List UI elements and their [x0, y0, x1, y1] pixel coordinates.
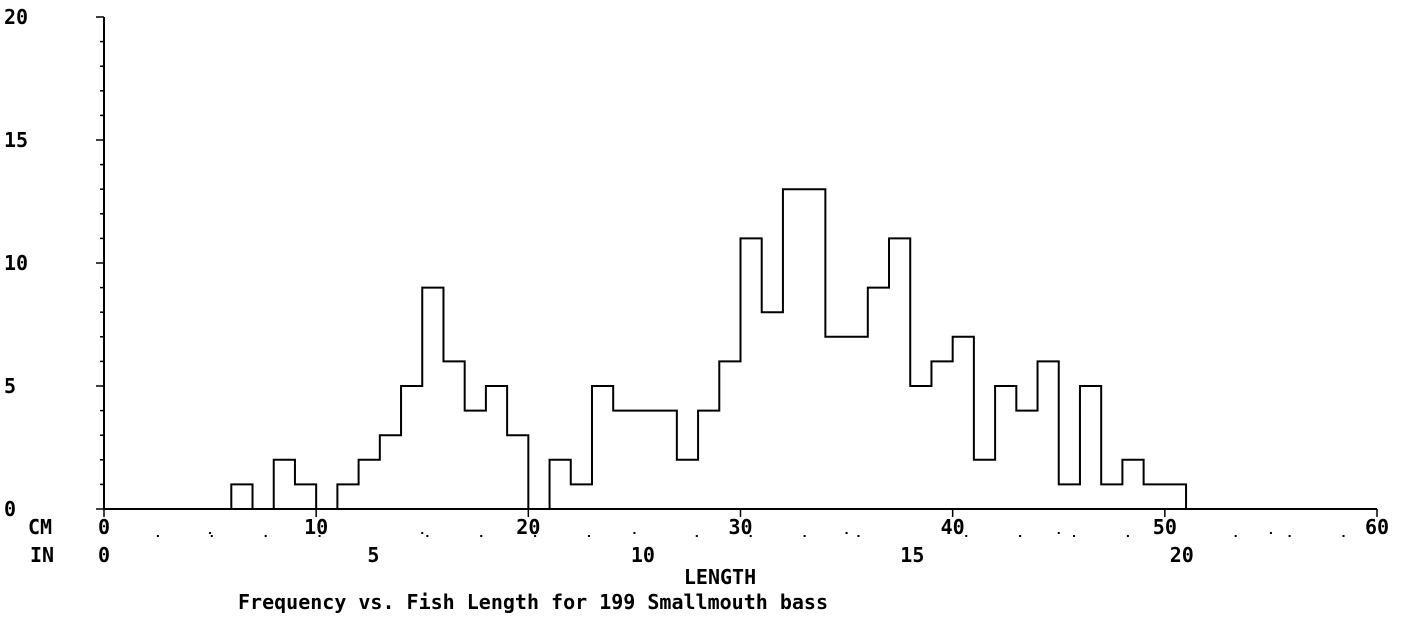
histogram-bar	[677, 460, 698, 509]
histogram-bar	[486, 386, 507, 509]
x-tick-label-in: 15	[900, 543, 924, 567]
y-tick-label: 5	[4, 374, 16, 398]
x-minor-dot-cm	[1269, 532, 1272, 534]
histogram-bar	[359, 460, 380, 509]
x-minor-dot-in	[534, 535, 537, 537]
histogram-bar	[1165, 484, 1186, 509]
x-minor-dot-in	[264, 535, 267, 537]
x-minor-dot-in	[965, 535, 968, 537]
histogram-bar	[762, 312, 783, 509]
x-minor-dot-in	[695, 535, 698, 537]
x-minor-dot-in	[1342, 535, 1345, 537]
histogram-bar	[422, 288, 443, 509]
histogram-bar	[592, 386, 613, 509]
x-tick-label-cm: 60	[1365, 515, 1389, 539]
x-tick-label-cm: 30	[728, 515, 752, 539]
histogram-bar	[1144, 484, 1165, 509]
histogram-bar	[1122, 460, 1143, 509]
histogram-bar	[337, 484, 358, 509]
x-minor-dot-in	[749, 535, 752, 537]
x-minor-dot-in	[210, 535, 213, 537]
x-minor-dot-cm	[1057, 532, 1060, 534]
y-tick-label: 20	[4, 5, 28, 29]
x-minor-dot-in	[1288, 535, 1291, 537]
histogram-outline	[230, 188, 1188, 510]
histogram-bar	[274, 460, 295, 509]
x-minor-dot-in	[803, 535, 806, 537]
histogram-bar	[571, 484, 592, 509]
x-minor-dot-in	[480, 535, 483, 537]
histogram-bar	[741, 238, 762, 509]
histogram-bar	[507, 435, 528, 509]
histogram-bar	[1038, 361, 1059, 509]
y-tick-label: 0	[4, 497, 16, 521]
x-minor-dot-in	[318, 535, 321, 537]
histogram-bars	[231, 189, 1186, 509]
x-minor-dot-cm	[421, 532, 424, 534]
x-unit-label-in: IN	[30, 543, 54, 567]
x-tick-label-in: 5	[367, 543, 379, 567]
x-unit-label-cm: CM	[28, 515, 52, 539]
x-tick-label-cm: 50	[1153, 515, 1177, 539]
histogram-bar	[995, 386, 1016, 509]
histogram-bar	[1101, 484, 1122, 509]
histogram-bar	[889, 238, 910, 509]
histogram-bar	[401, 386, 422, 509]
y-tick-label: 15	[4, 128, 28, 152]
histogram-bar	[1016, 411, 1037, 509]
y-axis: 0 5 10 15 20	[4, 5, 105, 521]
histogram-bar	[868, 288, 889, 509]
histogram-bar	[910, 386, 931, 509]
x-minor-dot-in	[426, 535, 429, 537]
histogram-bar	[656, 411, 677, 509]
histogram-bar	[550, 460, 571, 509]
x-tick-label-cm: 0	[98, 515, 110, 539]
histogram-bar	[231, 484, 252, 509]
x-tick-label-in: 0	[98, 543, 110, 567]
histogram-bar	[825, 337, 846, 509]
x-axis-title: LENGTH	[684, 565, 756, 589]
x-minor-dot-cm	[845, 532, 848, 534]
x-minor-dot-cm	[633, 532, 636, 534]
x-minor-dot-in	[156, 535, 159, 537]
x-minor-dot-in	[588, 535, 591, 537]
histogram-bar	[295, 484, 316, 509]
x-tick-label-cm: 20	[516, 515, 540, 539]
y-tick-label: 10	[4, 251, 28, 275]
x-tick-label-in: 10	[631, 543, 655, 567]
histogram-bar	[1080, 386, 1101, 509]
histogram-bar	[783, 189, 804, 509]
x-minor-dot-in	[1234, 535, 1237, 537]
histogram-bar	[465, 411, 486, 509]
x-minor-dot-cm	[209, 532, 212, 534]
histogram-bar	[974, 460, 995, 509]
histogram-bar	[1059, 484, 1080, 509]
x-axis: 0 10 20 30 40 50 60 0 5 10 15 20	[98, 508, 1389, 567]
x-minor-dot-in	[1126, 535, 1129, 537]
histogram-bar	[847, 337, 868, 509]
x-tick-label-cm: 10	[304, 515, 328, 539]
histogram-bar	[634, 411, 655, 509]
histogram-bar	[953, 337, 974, 509]
chart-title: Frequency vs. Fish Length for 199 Smallm…	[238, 590, 828, 614]
x-minor-dot-in	[1073, 535, 1076, 537]
x-tick-label-cm: 40	[941, 515, 965, 539]
histogram-bar	[719, 361, 740, 509]
x-tick-label-in: 20	[1170, 543, 1194, 567]
histogram-bar	[443, 361, 464, 509]
histogram-bar	[380, 435, 401, 509]
histogram-bar	[931, 361, 952, 509]
histogram-bar	[613, 411, 634, 509]
histogram-bar	[698, 411, 719, 509]
x-minor-dot-in	[1019, 535, 1022, 537]
x-minor-dot-in	[857, 535, 860, 537]
histogram-bar	[804, 189, 825, 509]
